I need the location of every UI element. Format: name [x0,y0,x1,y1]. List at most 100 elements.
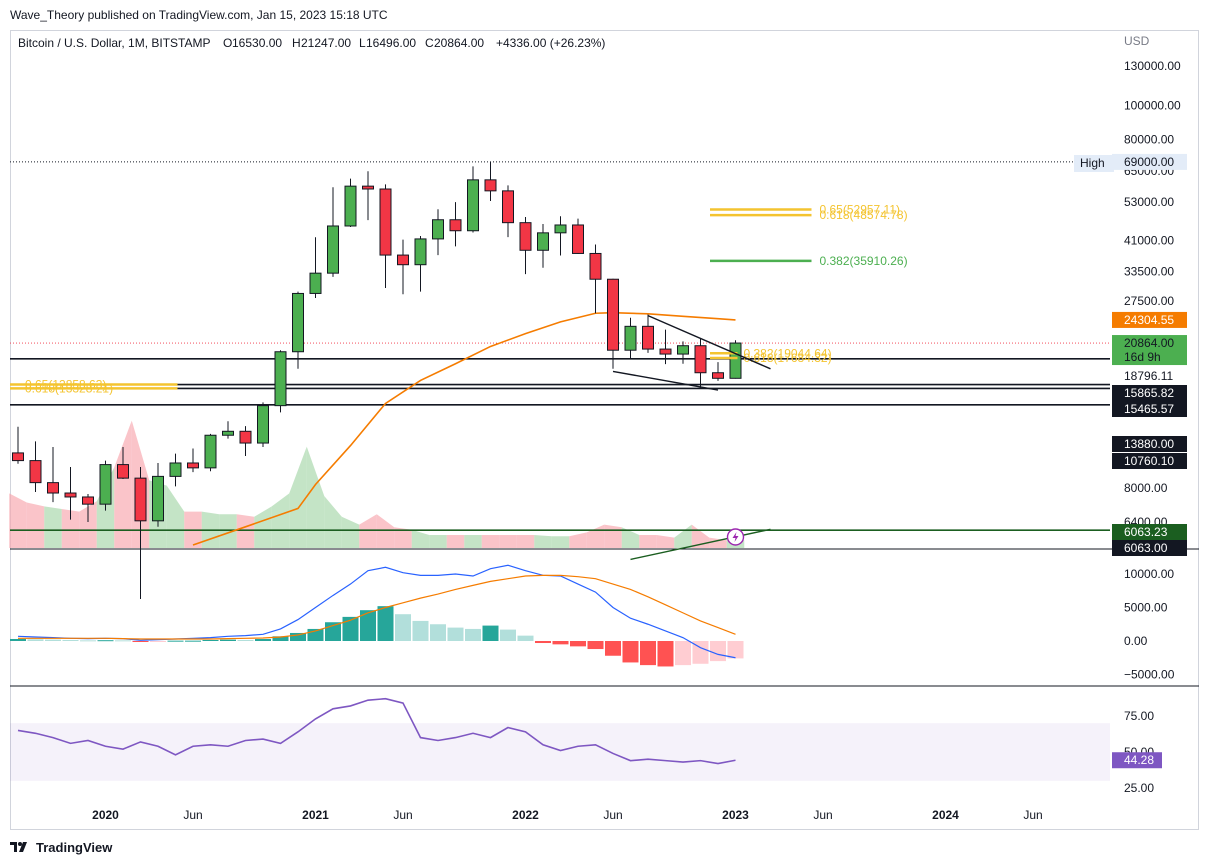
macd-histogram-bar [587,641,604,650]
y-tick-label: 41000.00 [1124,234,1174,248]
y-tick-label: 8000.00 [1124,481,1168,495]
x-tick-label: 2021 [302,808,329,822]
candle-body [29,460,42,484]
candle-body [134,477,147,522]
volume-area [394,527,412,548]
volume-area [516,535,535,548]
macd-histogram-bar [570,641,586,647]
legend-c-value: 20864.00 [434,36,484,50]
fib-level-label: 0.382(35910.26) [820,254,908,268]
candle-body [414,238,427,266]
candle [274,350,287,413]
macd-histogram-bar [80,640,96,642]
y-tick-label: 80000.00 [1124,133,1174,147]
macd-histogram-bar [552,641,569,645]
candle-body [712,372,724,379]
high-tag-bg [1074,155,1114,172]
macd-histogram-bar [45,639,61,641]
price-label: 6063.00 [1124,541,1168,555]
candle-body [677,345,689,355]
macd-histogram-bar [10,638,26,641]
volume-area [446,535,465,548]
x-tick-label: Jun [1023,808,1042,822]
x-tick-label: Jun [183,808,202,822]
legend-l-label: L [359,36,366,50]
macd-histogram-bar [115,640,131,642]
candle [309,237,322,298]
candle [484,161,497,202]
x-tick-label: Jun [813,808,832,822]
candle [414,236,427,292]
candle-body [169,462,182,477]
candle-body [467,179,479,232]
legend-h-label: H [292,36,301,50]
price-label: 18796.11 [1124,369,1173,383]
fib-level-label: 0.65(12858.63) [25,378,106,392]
volume-area [569,532,587,548]
candle [519,217,532,275]
macd-histogram-bar [27,639,44,641]
y-tick-label: 130000.00 [1124,59,1181,73]
candle [624,317,637,359]
candle [379,184,392,289]
macd-histogram-bar [97,640,114,642]
macd-y-tick-label: 10000.00 [1124,567,1174,581]
candle [257,402,269,448]
macd-histogram-bar [605,641,621,656]
macd-histogram-bar [395,614,411,641]
volume-area [324,496,342,548]
candle [222,421,234,439]
volume-area [26,502,45,548]
volume-area [236,514,255,548]
macd-histogram-bar [290,632,306,641]
y-tick-label: 53000.00 [1124,195,1174,209]
volume-area [306,446,325,548]
price-label-bg [1112,401,1187,417]
price-label: 20864.00 [1124,336,1174,350]
candle-body [309,272,322,294]
price-label: 15465.57 [1124,402,1174,416]
candle [64,467,77,520]
candle [677,341,689,364]
price-label: 24304.55 [1124,313,1174,327]
volume-area [656,535,675,548]
candle-body [187,462,199,469]
candle-body [729,342,742,379]
candle-body [257,405,269,444]
candle-body [519,222,532,251]
candle [537,223,549,268]
candle [554,216,567,256]
candle [169,453,182,487]
macd-line [17,564,736,659]
candle-body [47,482,59,494]
candle [712,362,724,381]
candle [117,447,129,480]
macd-histogram-bar [132,641,149,643]
candle [502,185,514,238]
candle-body [694,345,707,374]
legend-symbol: Bitcoin / U.S. Dollar, 1M, BITSTAMP [18,36,211,50]
fib-level-label: 0.65(52957.11) [820,202,901,216]
candle [589,244,602,314]
candle-body [397,254,409,266]
candle [47,447,59,503]
candle [362,171,374,221]
candle [134,467,147,599]
candle [344,178,357,227]
macd-histogram-bar [167,640,184,642]
volume-area [359,514,377,548]
volume-area [289,446,307,548]
price-label: 13880.00 [1124,437,1174,451]
macd-histogram-bar [465,628,481,641]
candle-body [117,464,129,479]
macd-histogram-bar [360,610,376,641]
volume-area [341,516,360,548]
candle-body [204,434,217,469]
candle [239,426,252,456]
volume-area [219,514,237,548]
candle [432,209,444,256]
candle-body [99,464,112,505]
legend-change: +4336.00 (+26.23%) [496,36,605,50]
candle-body [82,496,94,505]
